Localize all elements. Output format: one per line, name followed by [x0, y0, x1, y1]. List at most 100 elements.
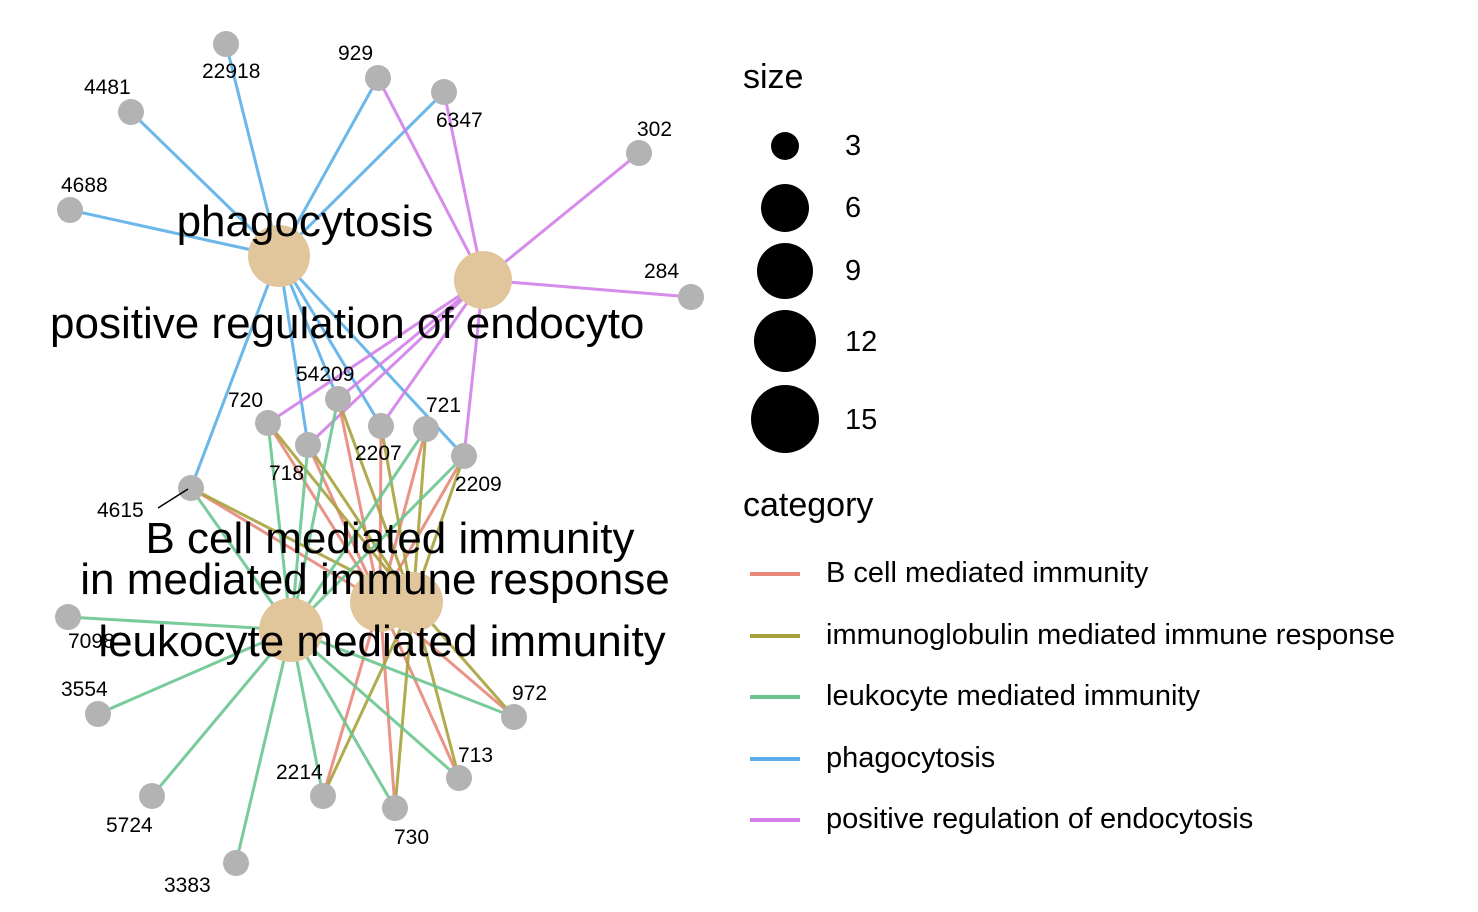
edge-leuko-2209 — [289, 454, 466, 632]
gene-nodes-layer — [55, 31, 704, 876]
label-leader-line — [157, 488, 189, 509]
edge-leuko-3554 — [97, 628, 292, 716]
gene-node-3383 — [223, 850, 249, 876]
size-legend-dot-9 — [757, 243, 813, 299]
edge-phago-4481 — [129, 110, 281, 258]
category-legend-label-immuno: immunoglobulin mediated immune response — [826, 618, 1396, 651]
size-legend-dot-6 — [761, 184, 809, 232]
edge-phago-6347 — [277, 90, 446, 258]
gene-label-302: 302 — [637, 118, 672, 141]
edge-endo-2207 — [379, 279, 485, 427]
network-graph: 22918 929 4481 6347 302 4688 284 54209 720 721 220… — [50, 31, 704, 897]
edge-bcell-713 — [378, 601, 461, 779]
gene-label-3383: 3383 — [164, 874, 211, 897]
gene-label-6347: 6347 — [436, 109, 483, 132]
size-legend-title: size — [743, 58, 804, 96]
size-legend-dot-3 — [771, 132, 799, 160]
edge-phago-718 — [277, 255, 310, 446]
edge-phago-4688 — [69, 208, 280, 258]
edge-leuko-7098 — [67, 615, 292, 632]
node-label-leukocyte-mediated-immunity: leukocyte mediated immunity — [98, 617, 665, 666]
category-node-endo — [454, 251, 512, 309]
gene-label-4615: 4615 — [97, 499, 144, 522]
gene-node-721 — [413, 416, 439, 442]
gene-label-972: 972 — [512, 682, 547, 705]
gene-node-730 — [382, 795, 408, 821]
edge-bcell-54209 — [336, 398, 382, 603]
category-legend-line-endo — [750, 818, 800, 822]
category-legend-line-bcell — [750, 572, 800, 576]
gene-label-929: 929 — [338, 42, 373, 65]
gene-node-3554 — [85, 701, 111, 727]
size-legend-label-12: 12 — [845, 326, 878, 358]
gene-labels-layer: 22918 929 4481 6347 302 4688 284 54209 720 721 220… — [61, 42, 679, 897]
gene-label-713: 713 — [458, 744, 493, 767]
category-legend-label-leuko: leukocyte mediated immunity — [826, 680, 1200, 712]
gene-node-972 — [501, 704, 527, 730]
edge-phago-4615 — [189, 255, 281, 489]
edge-bcell-2214 — [321, 601, 382, 797]
gene-node-5724 — [139, 783, 165, 809]
category-node-phago — [248, 225, 310, 287]
gene-node-2207 — [368, 413, 394, 439]
gene-label-54209: 54209 — [296, 363, 354, 386]
edge-leuko-972 — [290, 628, 515, 719]
gene-node-4481 — [118, 99, 144, 125]
node-label-b-cell-mediated-immunity: B cell mediated immunity — [145, 514, 634, 563]
node-label-phagocytosis: phagocytosis — [177, 197, 434, 246]
edge-endo-720 — [267, 278, 484, 425]
edge-immuno-54209 — [336, 398, 415, 603]
edge-leuko-54209 — [289, 398, 340, 631]
gene-node-4688 — [57, 197, 83, 223]
size-legend-label-15: 15 — [845, 404, 878, 436]
gene-node-284 — [678, 284, 704, 310]
category-labels-layer: phagocytosis positive regulation of endo… — [50, 197, 670, 666]
edge-phago-22918 — [224, 43, 281, 257]
edge-endo-2209 — [462, 279, 485, 457]
gene-node-929 — [365, 65, 391, 91]
edge-immuno-720 — [266, 422, 415, 603]
gene-label-720: 720 — [228, 389, 263, 412]
gene-node-6347 — [431, 79, 457, 105]
gene-label-2214: 2214 — [276, 761, 323, 784]
node-label-immunoglobulin-mediated-immune-response: in mediated immune response — [80, 555, 669, 604]
edge-immuno-730 — [393, 601, 415, 809]
gene-label-22918: 22918 — [202, 60, 260, 83]
gene-node-54209 — [325, 386, 351, 412]
category-legend-label-endo: positive regulation of endocytosis — [826, 803, 1254, 835]
category-nodes-layer — [248, 225, 512, 662]
edge-endo-718 — [306, 278, 485, 447]
gene-label-721: 721 — [426, 394, 461, 417]
edge-leuko-3383 — [234, 629, 293, 864]
edge-leuko-713 — [290, 628, 460, 780]
edge-endo-6347 — [442, 91, 485, 281]
category-legend-line-phago — [750, 756, 800, 761]
gene-node-302 — [626, 140, 652, 166]
gene-node-22918 — [213, 31, 239, 57]
category-legend-line-leuko — [750, 695, 800, 699]
edge-leuko-720 — [266, 422, 293, 631]
gene-label-3554: 3554 — [61, 678, 108, 701]
gene-label-5724: 5724 — [106, 814, 153, 837]
gene-label-2209: 2209 — [455, 473, 502, 496]
gene-node-4615 — [178, 475, 204, 501]
gene-label-730: 730 — [394, 826, 429, 849]
edge-bcell-4615 — [190, 486, 381, 604]
category-legend-label-phago: phagocytosis — [826, 741, 996, 774]
edge-leuko-721 — [289, 428, 428, 631]
gene-node-2214 — [310, 783, 336, 809]
edge-immuno-713 — [411, 601, 461, 779]
gene-label-7098-overlap: 7098 — [68, 630, 115, 653]
gene-label-4481: 4481 — [84, 76, 131, 99]
gene-node-720 — [255, 410, 281, 436]
edge-immuno-718 — [306, 444, 415, 603]
category-legend-label-bcell: B cell mediated immunity — [826, 557, 1149, 589]
edge-endo-54209 — [337, 278, 484, 401]
edge-phago-929 — [277, 77, 380, 257]
category-node-leuko — [259, 598, 323, 662]
size-legend-label-3: 3 — [845, 130, 862, 162]
edge-bcell-730 — [378, 601, 397, 809]
edge-endo-284 — [482, 278, 692, 299]
node-label-positive-regulation-of-endocytosis: positive regulation of endocyto — [50, 299, 644, 348]
gene-label-284: 284 — [644, 260, 679, 283]
